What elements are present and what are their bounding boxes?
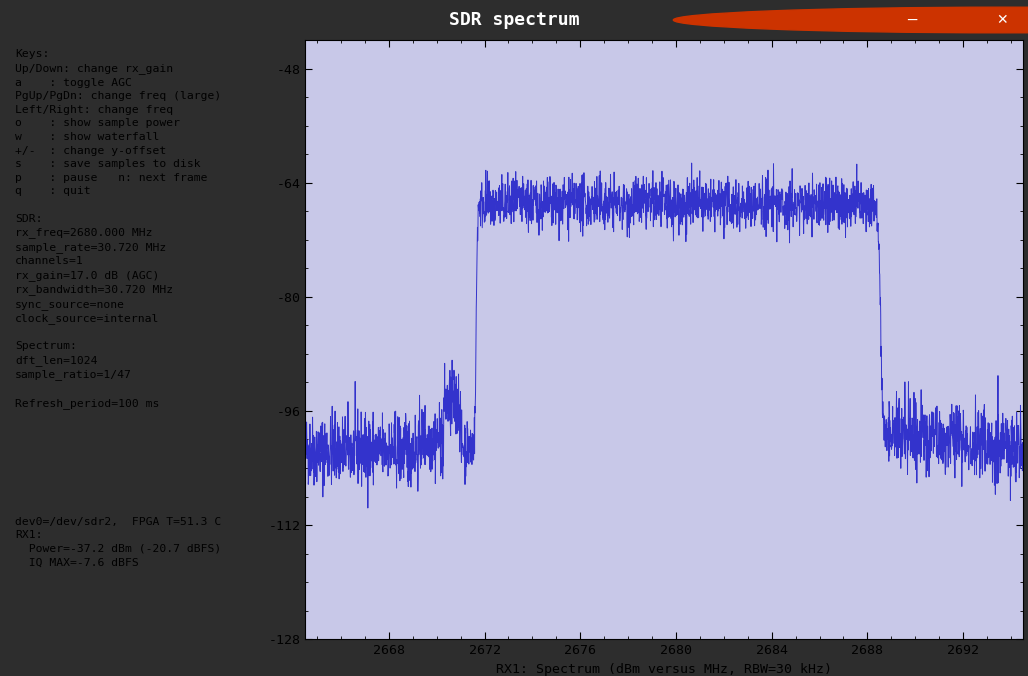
Text: ✕: ✕ [996,13,1008,27]
Text: ─: ─ [908,12,916,28]
X-axis label: RX1: Spectrum (dBm versus MHz, RBW=30 kHz): RX1: Spectrum (dBm versus MHz, RBW=30 kH… [495,662,832,675]
Circle shape [673,7,1028,33]
Text: Keys:
Up/Down: change rx_gain
a    : toggle AGC
PgUp/PgDn: change freq (large)
L: Keys: Up/Down: change rx_gain a : toggle… [15,49,221,408]
Text: dev0=/dev/sdr2,  FPGA T=51.3 C
RX1:
  Power=-37.2 dBm (-20.7 dBFS)
  IQ MAX=-7.6: dev0=/dev/sdr2, FPGA T=51.3 C RX1: Power… [15,516,221,567]
Text: SDR spectrum: SDR spectrum [449,11,579,29]
